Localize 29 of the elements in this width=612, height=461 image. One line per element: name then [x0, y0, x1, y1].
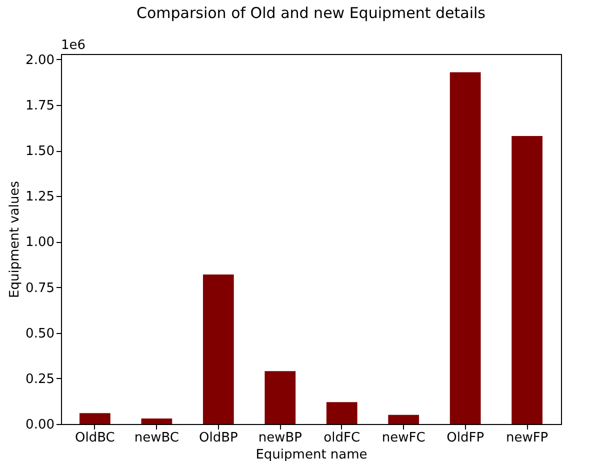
bar — [388, 414, 420, 424]
y-tick-label: 0.75 — [26, 280, 54, 296]
x-tick-label: newBC — [134, 430, 179, 446]
bar — [80, 413, 110, 424]
chart-title: Comparsion of Old and new Equipment details — [136, 4, 486, 22]
x-tick-label: newFP — [506, 430, 548, 446]
bar — [264, 371, 296, 424]
text: 1e6 — [61, 38, 86, 53]
x-tick-label: oldFC — [324, 430, 360, 446]
y-tick-label: 1.75 — [26, 98, 54, 114]
y-axis-title: Equipment values — [8, 180, 23, 298]
x-tick-label: OldFP — [446, 430, 484, 446]
x-tick-label: newFC — [382, 430, 426, 446]
x-axis-title: Equipment name — [256, 448, 368, 461]
bar — [512, 136, 542, 424]
x-tick-label: newBP — [258, 430, 302, 446]
bar — [450, 72, 481, 424]
y-tick-label: 0.50 — [26, 326, 54, 342]
y-tick-label: 1.25 — [26, 190, 54, 205]
y-tick-label: 1.50 — [26, 144, 54, 160]
x-tick-label: OldBC — [75, 430, 115, 446]
y-tick-label: 0.00 — [26, 418, 54, 432]
y-tick-label: 0.25 — [26, 372, 54, 387]
bar — [141, 418, 172, 424]
bar — [326, 402, 358, 424]
bar — [202, 274, 234, 424]
y-tick-label: 1.00 — [26, 235, 54, 250]
x-tick-label: OldBP — [198, 430, 238, 446]
y-tick-label: 2.00 — [26, 52, 54, 68]
